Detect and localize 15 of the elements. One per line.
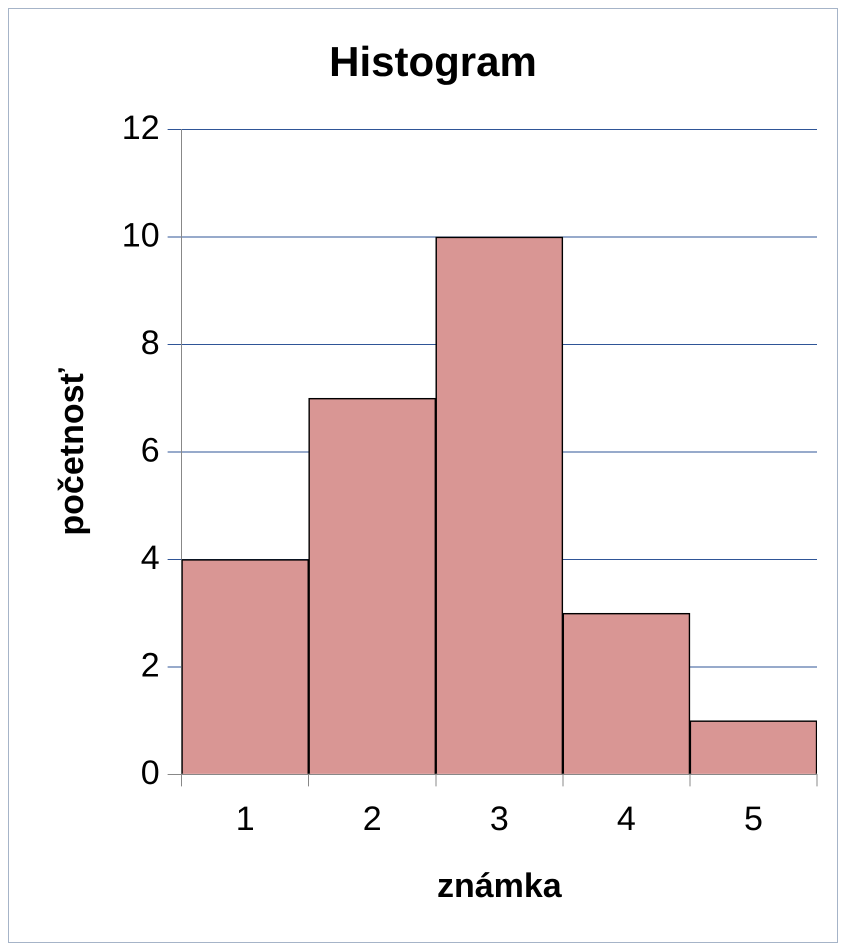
x-axis-title: známka [436, 866, 563, 905]
y-tick-label: 12 [122, 108, 160, 147]
y-axis-title: početnosť [52, 367, 91, 536]
x-tick-label: 4 [616, 800, 636, 838]
x-tick-label: 5 [744, 800, 763, 838]
y-tick-label: 8 [140, 324, 160, 362]
y-tick-label: 2 [140, 646, 160, 684]
x-tick-label: 3 [490, 800, 509, 838]
chart-title: Histogram [329, 38, 537, 85]
y-tick-label: 6 [140, 431, 160, 470]
x-tick-label: 2 [362, 800, 382, 838]
y-tick-label: 0 [140, 754, 160, 792]
x-tick-label: 1 [236, 800, 255, 838]
y-tick-label: 4 [140, 538, 160, 577]
y-tick-label: 10 [122, 216, 160, 254]
